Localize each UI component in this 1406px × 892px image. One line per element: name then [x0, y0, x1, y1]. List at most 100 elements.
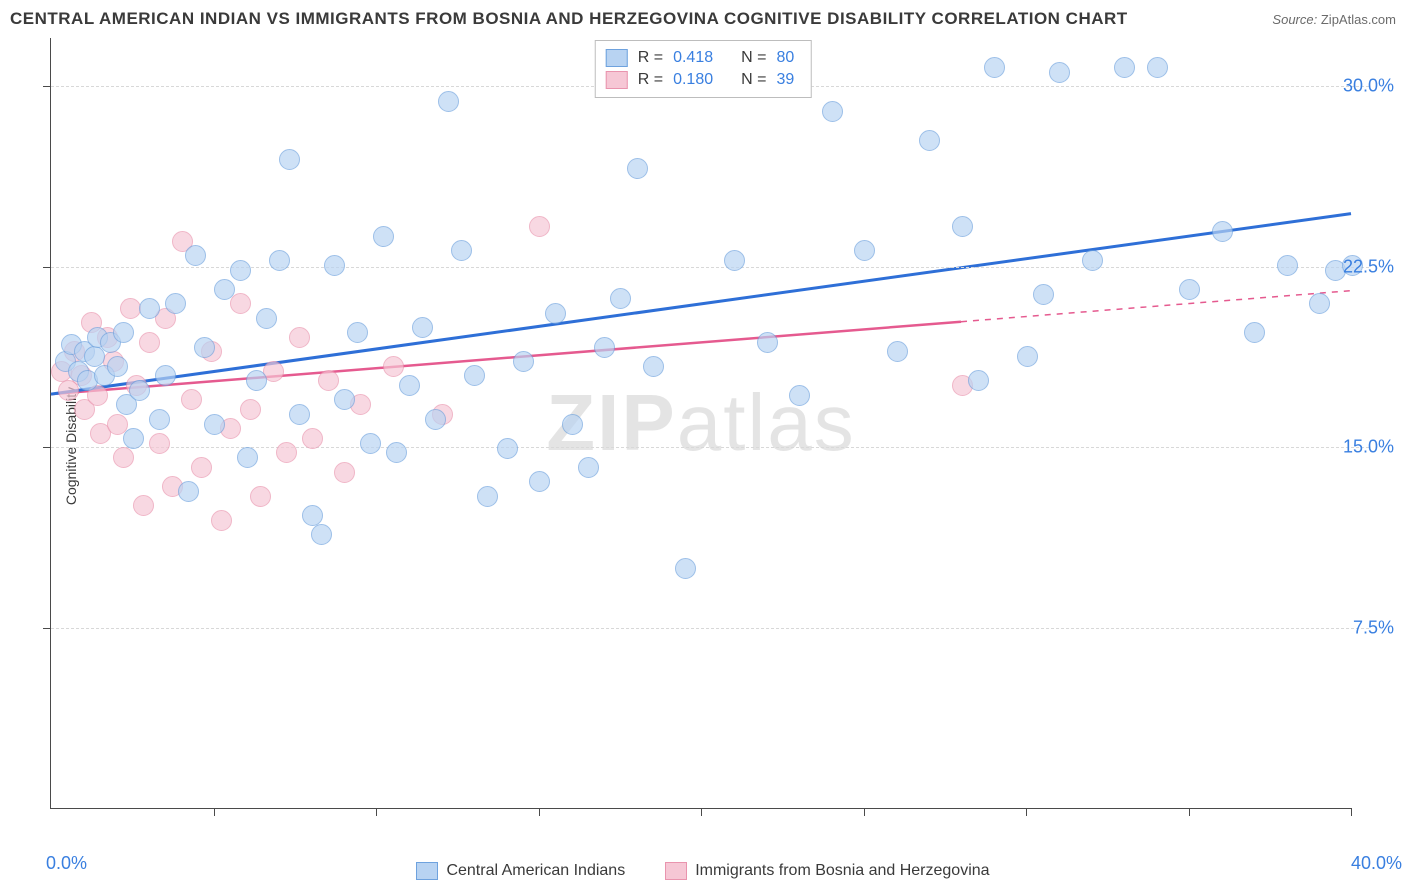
r-value-b: 0.180	[673, 69, 713, 91]
point-a	[113, 322, 134, 343]
point-a	[347, 322, 368, 343]
point-a	[289, 404, 310, 425]
point-b	[133, 495, 154, 516]
point-a	[919, 130, 940, 151]
point-a	[399, 375, 420, 396]
point-a	[1147, 57, 1168, 78]
x-tick	[214, 808, 215, 816]
legend-stats-row-a: R = 0.418 N = 80	[606, 47, 795, 69]
x-tick	[701, 808, 702, 816]
point-b	[139, 332, 160, 353]
point-a	[425, 409, 446, 430]
point-b	[334, 462, 355, 483]
x-tick	[539, 808, 540, 816]
point-a	[1082, 250, 1103, 271]
n-value-a: 80	[776, 47, 794, 69]
x-tick	[864, 808, 865, 816]
point-a	[757, 332, 778, 353]
point-b	[149, 433, 170, 454]
r-value-a: 0.418	[673, 47, 713, 69]
legend-series: Central American Indians Immigrants from…	[0, 862, 1406, 880]
point-b	[211, 510, 232, 531]
legend-label-b: Immigrants from Bosnia and Herzegovina	[695, 862, 989, 880]
point-a	[594, 337, 615, 358]
legend-item-a: Central American Indians	[416, 862, 625, 880]
y-tick	[43, 447, 51, 448]
point-a	[230, 260, 251, 281]
chart-title: CENTRAL AMERICAN INDIAN VS IMMIGRANTS FR…	[10, 9, 1128, 29]
point-a	[643, 356, 664, 377]
point-a	[129, 380, 150, 401]
point-b	[302, 428, 323, 449]
point-a	[194, 337, 215, 358]
y-tick	[43, 628, 51, 629]
legend-label-a: Central American Indians	[446, 862, 625, 880]
y-tick-label: 7.5%	[1304, 617, 1394, 638]
source-value: ZipAtlas.com	[1321, 12, 1396, 27]
point-a	[269, 250, 290, 271]
n-label-a: N =	[741, 47, 766, 69]
point-a	[513, 351, 534, 372]
point-a	[360, 433, 381, 454]
x-tick	[376, 808, 377, 816]
point-a	[324, 255, 345, 276]
legend-swatch-a2	[416, 862, 438, 880]
legend-swatch-b2	[665, 862, 687, 880]
source-prefix: Source:	[1272, 12, 1317, 27]
n-value-b: 39	[776, 69, 794, 91]
regression-lines	[51, 38, 1351, 808]
point-a	[627, 158, 648, 179]
legend-stats-box: R = 0.418 N = 80 R = 0.180 N = 39	[595, 40, 812, 98]
legend-swatch-a	[606, 49, 628, 67]
point-a	[1244, 322, 1265, 343]
point-b	[120, 298, 141, 319]
point-a	[1017, 346, 1038, 367]
point-a	[822, 101, 843, 122]
n-label-b: N =	[741, 69, 766, 91]
point-a	[578, 457, 599, 478]
point-a	[149, 409, 170, 430]
point-a	[497, 438, 518, 459]
y-tick	[43, 86, 51, 87]
r-label-a: R =	[638, 47, 663, 69]
plot-area: ZIPatlas	[50, 38, 1351, 809]
point-b	[289, 327, 310, 348]
point-a	[545, 303, 566, 324]
point-a	[373, 226, 394, 247]
point-a	[1179, 279, 1200, 300]
point-a	[1277, 255, 1298, 276]
point-a	[1212, 221, 1233, 242]
legend-stats-row-b: R = 0.180 N = 39	[606, 69, 795, 91]
point-a	[562, 414, 583, 435]
point-b	[318, 370, 339, 391]
y-tick-label: 15.0%	[1304, 437, 1394, 458]
point-a	[724, 250, 745, 271]
point-a	[302, 505, 323, 526]
point-a	[123, 428, 144, 449]
point-a	[214, 279, 235, 300]
point-a	[952, 216, 973, 237]
y-tick	[43, 267, 51, 268]
point-a	[204, 414, 225, 435]
point-a	[1033, 284, 1054, 305]
point-b	[191, 457, 212, 478]
point-b	[276, 442, 297, 463]
legend-item-b: Immigrants from Bosnia and Herzegovina	[665, 862, 989, 880]
point-a	[107, 356, 128, 377]
point-a	[438, 91, 459, 112]
x-tick	[1189, 808, 1190, 816]
point-a	[237, 447, 258, 468]
point-a	[675, 558, 696, 579]
gridline-h	[51, 628, 1369, 629]
point-a	[256, 308, 277, 329]
point-b	[240, 399, 261, 420]
x-tick	[1026, 808, 1027, 816]
source-label: Source: ZipAtlas.com	[1272, 12, 1396, 27]
legend-swatch-b	[606, 71, 628, 89]
y-tick-label: 30.0%	[1304, 76, 1394, 97]
point-a	[789, 385, 810, 406]
point-a	[185, 245, 206, 266]
point-a	[968, 370, 989, 391]
point-b	[250, 486, 271, 507]
point-a	[178, 481, 199, 502]
